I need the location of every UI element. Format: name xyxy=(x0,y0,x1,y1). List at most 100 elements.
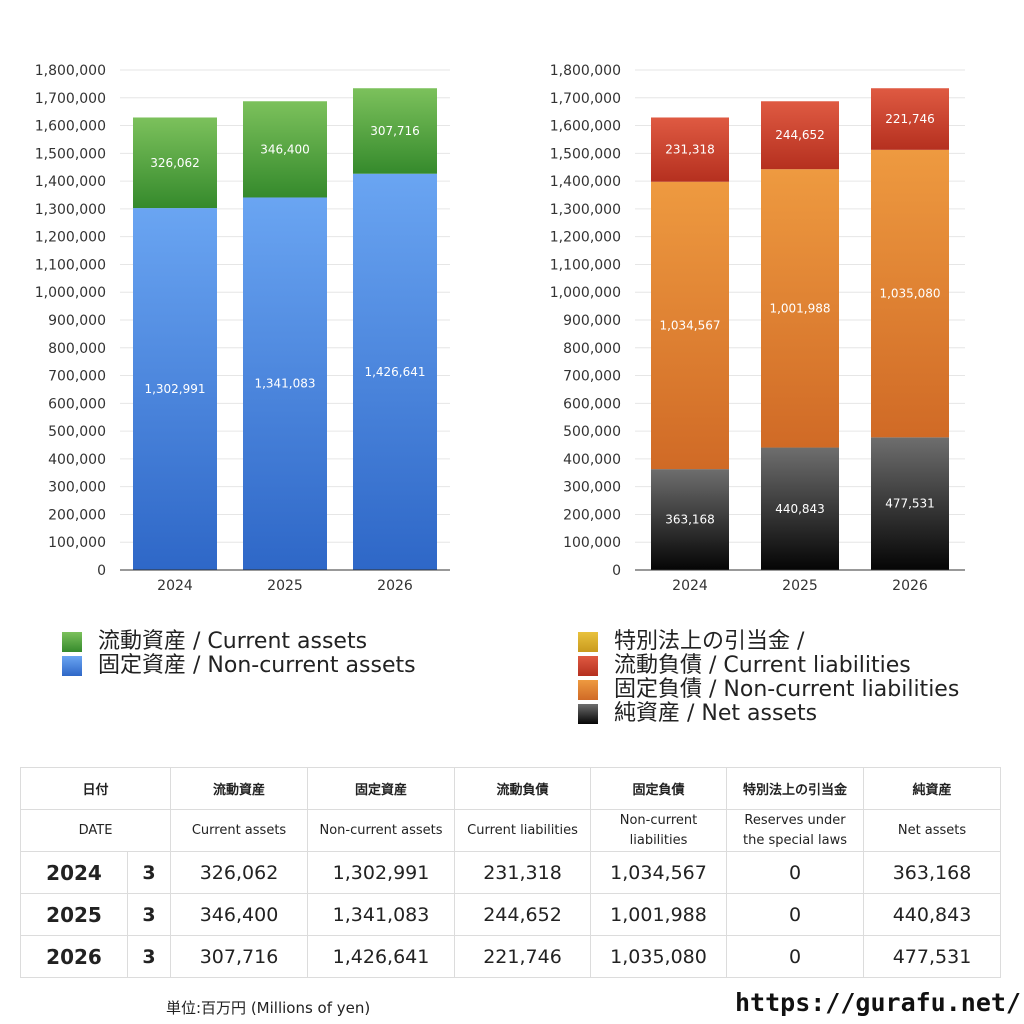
header-date-jp: 日付 xyxy=(19,767,172,810)
cell-net-assets: 440,843 xyxy=(863,893,1002,936)
legend-item: 固定負債 / Non-current liabilities xyxy=(578,678,959,702)
bar-non-current-assets-2026 xyxy=(353,173,437,571)
y-tick-label: 400,000 xyxy=(563,452,621,468)
y-tick-label: 400,000 xyxy=(48,452,106,468)
site-url[interactable]: https://gurafu.net/ xyxy=(735,988,1021,1017)
data-label: 221,746 xyxy=(885,112,935,126)
y-tick-label: 1,300,000 xyxy=(550,202,621,218)
cell-noncurrent-liabilities: 1,034,567 xyxy=(590,851,728,894)
cell-reserves: 0 xyxy=(726,851,865,894)
row-year: 2026 xyxy=(20,935,128,978)
cell-net-assets: 363,168 xyxy=(863,851,1002,894)
y-tick-label: 1,600,000 xyxy=(35,119,106,135)
header-date-en: DATE xyxy=(19,809,172,852)
chart-2: 0 100,000 200,000 300,000 400,000 500,000 600,… xyxy=(550,63,965,594)
cell-current-assets: 346,400 xyxy=(170,893,309,936)
cell-reserves: 0 xyxy=(726,893,865,936)
y-tick-label: 300,000 xyxy=(48,480,106,496)
cell-current-liabilities: 244,652 xyxy=(454,893,592,936)
header-reserves-en: Reserves under the special laws xyxy=(726,809,865,852)
data-label: 307,716 xyxy=(370,124,420,138)
x-tick-label: 2025 xyxy=(267,578,303,594)
y-tick-label: 1,500,000 xyxy=(35,146,106,162)
data-label: 346,400 xyxy=(260,142,310,156)
bar-net-assets-2025 xyxy=(761,447,839,570)
y-tick-label: 600,000 xyxy=(48,396,106,412)
chart-1: 0 100,000 200,000 300,000 400,000 500,000 600,… xyxy=(35,63,450,594)
assets-legend: 流動資産 / Current assets 固定資産 / Non-current … xyxy=(62,630,416,678)
table-header-jp: 日付 流動資産 固定資産 流動負債 固定負債 特別法上の引当金 純資産 xyxy=(19,767,1002,810)
x-tick-label: 2025 xyxy=(782,578,818,594)
charts-area: 0 100,000 200,000 300,000 400,000 500,000 600,… xyxy=(35,63,965,594)
row-month: 3 xyxy=(126,893,172,936)
row-month: 3 xyxy=(126,851,172,894)
x-tick-label: 2026 xyxy=(377,578,413,594)
y-tick-label: 1,800,000 xyxy=(35,63,106,79)
x-tick-label: 2024 xyxy=(157,578,193,594)
legend-label: 固定負債 / Non-current liabilities xyxy=(614,677,960,702)
row-year: 2024 xyxy=(20,851,128,894)
bar-current-assets-2024 xyxy=(133,117,217,209)
legend-swatch xyxy=(578,656,598,676)
y-tick-label: 300,000 xyxy=(563,480,621,496)
bar-net-assets-2024 xyxy=(651,469,729,570)
legend-label: 純資産 / Net assets xyxy=(614,701,818,726)
y-tick-label: 1,100,000 xyxy=(35,257,106,273)
cell-current-assets: 326,062 xyxy=(170,851,309,894)
y-tick-label: 800,000 xyxy=(563,341,621,357)
table-row: 2024 3 326,062 1,302,991 231,318 1,034,5… xyxy=(20,851,1002,894)
y-tick-label: 1,100,000 xyxy=(550,257,621,273)
legend-swatch xyxy=(578,680,598,700)
header-current-assets-en: Current assets xyxy=(170,809,309,852)
y-tick-label: 1,200,000 xyxy=(550,230,621,246)
y-tick-label: 0 xyxy=(97,563,106,579)
data-label: 1,034,567 xyxy=(659,318,720,332)
y-tick-label: 100,000 xyxy=(563,535,621,551)
header-current-assets-jp: 流動資産 xyxy=(170,767,309,810)
header-noncurrent-assets-jp: 固定資産 xyxy=(307,767,456,810)
bar-current-liabilities-2025 xyxy=(761,101,839,170)
data-label: 1,302,991 xyxy=(144,382,205,396)
bar-non-current-liabilities-2025 xyxy=(761,169,839,448)
x-tick-label: 2026 xyxy=(892,578,928,594)
legend-item: 固定資産 / Non-current assets xyxy=(62,654,416,678)
bar-non-current-liabilities-2024 xyxy=(651,181,729,470)
y-tick-label: 1,200,000 xyxy=(35,230,106,246)
header-reserves-jp: 特別法上の引当金 xyxy=(726,767,865,810)
cell-reserves: 0 xyxy=(726,935,865,978)
data-label: 363,168 xyxy=(665,513,715,527)
unit-note: 単位:百万円 (Millions of yen) xyxy=(166,999,371,1017)
header-noncurrent-assets-en: Non-current assets xyxy=(307,809,456,852)
y-tick-label: 1,400,000 xyxy=(35,174,106,190)
cell-current-assets: 307,716 xyxy=(170,935,309,978)
header-current-liabilities-en: Current liabilities xyxy=(454,809,592,852)
legend-swatch xyxy=(578,704,598,724)
legend-item: 特別法上の引当金 / xyxy=(578,630,959,654)
y-tick-label: 500,000 xyxy=(563,424,621,440)
y-tick-label: 500,000 xyxy=(48,424,106,440)
bar-current-assets-2025 xyxy=(243,101,327,198)
row-year: 2025 xyxy=(20,893,128,936)
cell-noncurrent-liabilities: 1,001,988 xyxy=(590,893,728,936)
bar-net-assets-2026 xyxy=(871,437,949,570)
table-row: 2025 3 346,400 1,341,083 244,652 1,001,9… xyxy=(20,893,1002,936)
y-tick-label: 800,000 xyxy=(48,341,106,357)
y-tick-label: 1,000,000 xyxy=(35,285,106,301)
y-tick-label: 1,800,000 xyxy=(550,63,621,79)
data-label: 477,531 xyxy=(885,497,935,511)
legend-item: 流動負債 / Current liabilities xyxy=(578,654,959,678)
liabilities-legend: 特別法上の引当金 / 流動負債 / Current liabilities 固定負債… xyxy=(578,630,959,726)
legend-label: 流動負債 / Current liabilities xyxy=(614,653,911,678)
data-label: 1,341,083 xyxy=(254,377,315,391)
bar-current-liabilities-2026 xyxy=(871,88,949,150)
legend-swatch xyxy=(62,632,82,652)
header-noncurrent-liabilities-jp: 固定負債 xyxy=(590,767,728,810)
table-header-en: DATE Current assets Non-current assets C… xyxy=(19,809,1002,852)
y-tick-label: 200,000 xyxy=(563,507,621,523)
data-label: 1,035,080 xyxy=(879,287,940,301)
bar-non-current-assets-2025 xyxy=(243,197,327,571)
cell-noncurrent-assets: 1,426,641 xyxy=(307,935,456,978)
y-tick-label: 100,000 xyxy=(48,535,106,551)
bar-current-liabilities-2024 xyxy=(651,117,729,182)
cell-noncurrent-assets: 1,302,991 xyxy=(307,851,456,894)
